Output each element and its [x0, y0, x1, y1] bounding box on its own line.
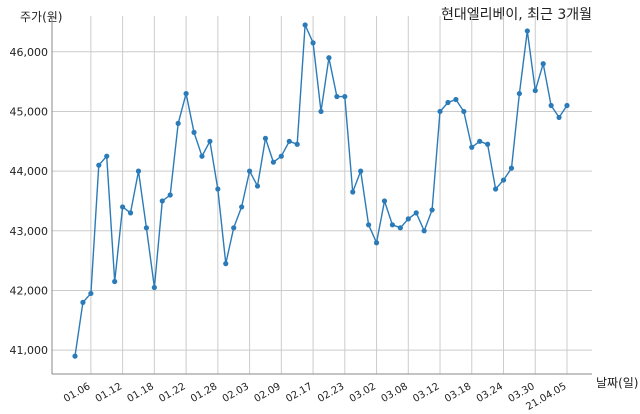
data-point [556, 114, 562, 121]
series-layer [72, 22, 570, 359]
data-point [96, 162, 102, 168]
data-point [318, 108, 324, 115]
x-tick-label: 01.18 [126, 381, 156, 405]
data-point [167, 192, 173, 198]
data-point [516, 90, 522, 97]
x-tick-label: 03.12 [411, 381, 441, 405]
x-tick-label: 02.17 [284, 381, 314, 405]
data-point [350, 189, 356, 195]
data-point [175, 120, 181, 126]
y-tick-label: 46,000 [10, 46, 49, 59]
data-point [342, 93, 348, 100]
data-point [215, 186, 221, 192]
data-point [127, 210, 134, 216]
data-point [104, 153, 110, 159]
data-point [231, 225, 237, 231]
data-point [326, 55, 332, 61]
x-tick-label: 02.09 [253, 381, 283, 405]
x-tick-label: 02.23 [316, 381, 346, 405]
data-point [223, 261, 229, 267]
data-point [239, 204, 245, 210]
data-point [183, 90, 189, 97]
data-point [397, 225, 403, 231]
data-point [381, 198, 388, 204]
x-tick-label: 03.24 [475, 381, 505, 405]
data-point [278, 153, 284, 159]
data-point [294, 141, 300, 147]
y-tick-label: 44,000 [10, 165, 49, 178]
data-point [159, 198, 165, 204]
data-point [548, 102, 554, 109]
data-point [453, 96, 459, 103]
data-point [302, 22, 308, 28]
data-point [421, 228, 427, 234]
x-tick-label: 02.03 [221, 381, 251, 405]
data-point [500, 177, 507, 183]
data-point [135, 168, 142, 174]
data-point [405, 216, 411, 222]
price-line [74, 24, 568, 357]
data-point [80, 299, 86, 305]
data-point [445, 99, 451, 106]
data-point [254, 183, 261, 189]
data-point [373, 240, 380, 246]
data-point [524, 28, 530, 34]
data-point [437, 108, 443, 115]
x-tick-labels: 01.06 01.12 01.18 01.22 01.28 02.03 02.09 02.17… [62, 381, 568, 413]
data-point [508, 165, 515, 171]
x-tick-label: 01.28 [189, 381, 219, 405]
x-tick-label: 03.08 [379, 381, 409, 405]
data-point [143, 225, 150, 231]
data-point [389, 222, 396, 228]
x-tick-label: 01.22 [157, 381, 187, 405]
axes [51, 16, 592, 375]
data-point [358, 168, 364, 174]
data-point [413, 210, 419, 216]
data-point [429, 207, 435, 213]
x-tick-label: 03.02 [348, 381, 378, 405]
data-point [532, 87, 538, 94]
data-point [564, 102, 570, 109]
data-point [310, 40, 316, 46]
grid-lines [52, 16, 592, 374]
data-point [492, 186, 499, 192]
data-point [151, 284, 157, 291]
data-point [88, 290, 94, 297]
y-tick-label: 41,000 [10, 344, 49, 357]
data-point [72, 353, 78, 359]
y-tick-label: 43,000 [10, 225, 49, 238]
data-point [469, 144, 475, 150]
x-axis-label: 날짜(일) [596, 376, 639, 390]
chart-title: 현대엘리베이, 최근 3개월 [440, 7, 592, 23]
x-tick-label: 01.06 [62, 381, 92, 405]
y-tick-labels: 41,000 42,000 43,000 44,000 45,000 46,000 [10, 46, 49, 357]
data-point [120, 204, 126, 210]
data-point [540, 61, 546, 67]
data-point [485, 141, 491, 147]
data-point [112, 278, 118, 285]
data-point [461, 108, 467, 115]
data-point [262, 135, 269, 141]
data-point [199, 153, 205, 159]
y-tick-label: 45,000 [10, 105, 49, 118]
data-point [270, 159, 276, 165]
x-tick-label: 03.18 [443, 381, 473, 405]
data-point [477, 138, 483, 144]
data-point [246, 168, 253, 174]
data-point [207, 138, 213, 144]
data-point [191, 129, 197, 135]
data-point [286, 138, 292, 144]
data-point [366, 222, 372, 228]
y-tick-label: 42,000 [10, 284, 49, 297]
x-tick-label: 01.12 [94, 381, 124, 405]
data-point [334, 93, 340, 100]
